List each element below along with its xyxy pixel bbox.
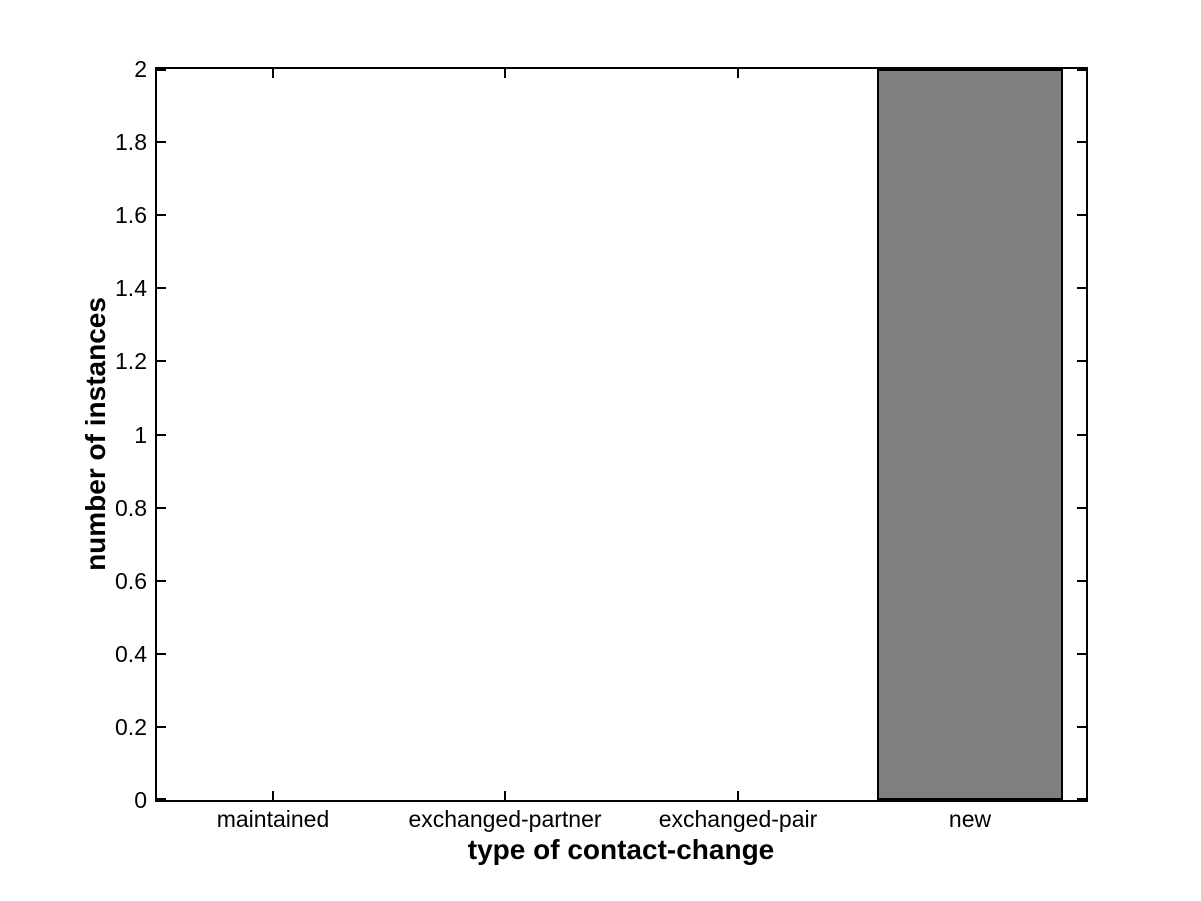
y-tick-label: 1 <box>134 422 147 448</box>
axis-tick <box>157 214 166 216</box>
y-tick-label: 0.8 <box>115 495 147 521</box>
axis-tick <box>1077 214 1086 216</box>
y-tick-label: 0.4 <box>115 641 147 667</box>
x-axis-label: type of contact-change <box>467 834 775 865</box>
axis-tick <box>504 69 506 78</box>
axis-tick <box>737 69 739 78</box>
x-tick-label: exchanged-partner <box>408 806 602 832</box>
y-tick-label: 0 <box>134 787 147 813</box>
axis-tick <box>157 141 166 143</box>
axis-tick <box>157 360 166 362</box>
y-tick-label: 1.6 <box>115 202 147 228</box>
axis-tick <box>272 69 274 78</box>
axis-tick <box>1077 141 1086 143</box>
axis-tick <box>157 580 166 582</box>
axis-tick <box>157 287 166 289</box>
x-tick-label: maintained <box>216 806 330 832</box>
axis-tick <box>1077 798 1086 800</box>
y-tick-label: 1.2 <box>115 348 147 374</box>
plot-area <box>155 67 1088 802</box>
y-tick-label: 1.8 <box>115 129 147 155</box>
axis-tick <box>157 653 166 655</box>
axis-tick <box>1077 726 1086 728</box>
axis-tick <box>1077 507 1086 509</box>
axis-tick <box>157 798 166 800</box>
axis-tick <box>157 507 166 509</box>
x-tick-label: exchanged-pair <box>658 806 818 832</box>
axis-tick <box>504 791 506 800</box>
y-tick-label: 0.6 <box>115 568 147 594</box>
axis-tick <box>272 791 274 800</box>
axis-tick <box>1077 653 1086 655</box>
axis-tick <box>157 434 166 436</box>
axis-tick <box>737 791 739 800</box>
bar-new <box>877 69 1063 800</box>
y-tick-label: 2 <box>134 56 147 82</box>
axis-tick <box>1077 360 1086 362</box>
axis-tick <box>1077 69 1086 71</box>
axis-tick <box>157 726 166 728</box>
axis-tick <box>1077 580 1086 582</box>
y-tick-label: 0.2 <box>115 714 147 740</box>
y-tick-label: 1.4 <box>115 275 147 301</box>
axis-tick <box>157 69 166 71</box>
axis-tick <box>1077 434 1086 436</box>
axis-tick <box>1077 287 1086 289</box>
x-tick-label: new <box>948 806 992 832</box>
